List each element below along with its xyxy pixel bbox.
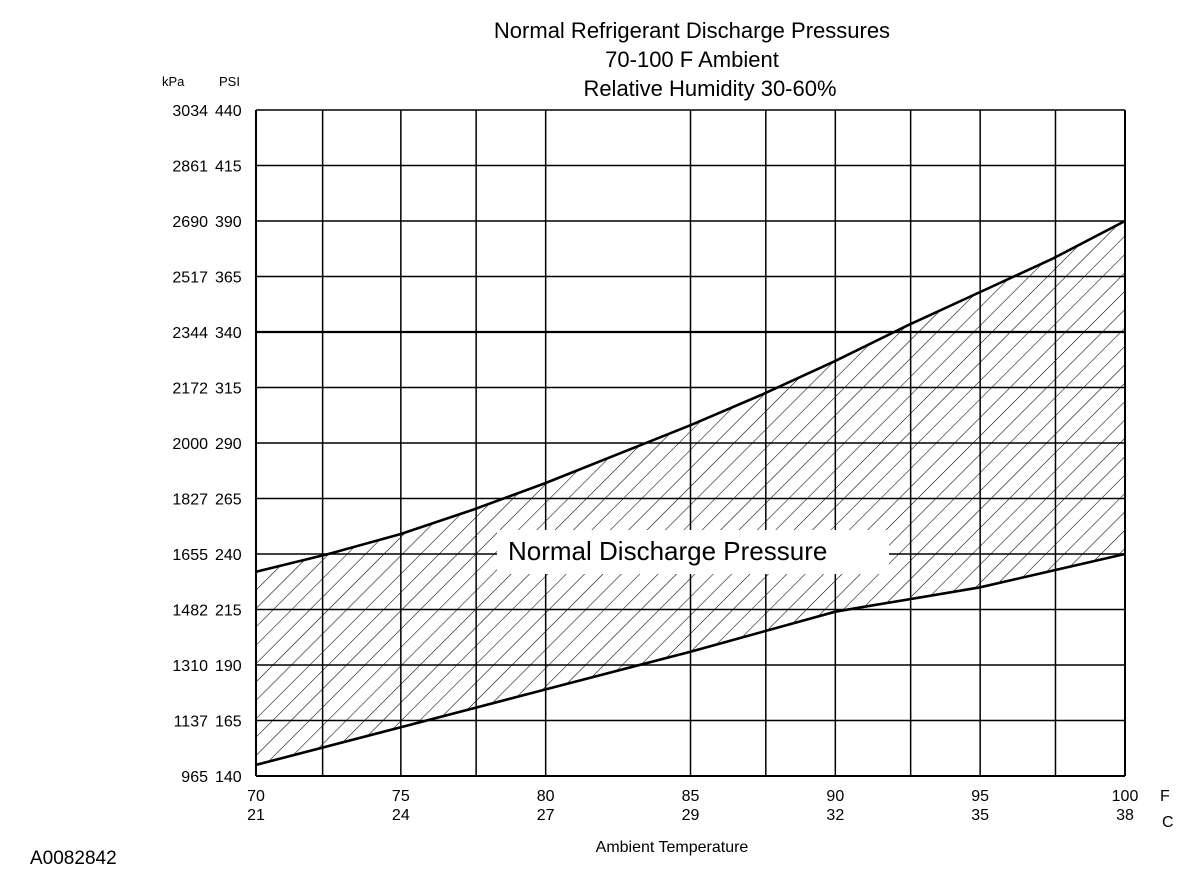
x-tick-f-90: 90 [826, 788, 844, 805]
y-tick-psi-265: 265 [215, 492, 242, 509]
chart-title-line-3: Relative Humidity 30-60% [583, 76, 836, 101]
x-axis-label: Ambient Temperature [596, 839, 749, 856]
y-tick-psi-140: 140 [215, 769, 242, 786]
y-tick-kpa-1310: 1310 [172, 658, 208, 675]
y-tick-psi-340: 340 [215, 325, 242, 342]
y-tick-psi-240: 240 [215, 547, 242, 564]
y-tick-psi-315: 315 [215, 381, 242, 398]
band-label-layer: Normal Discharge Pressure [497, 530, 889, 574]
x-tick-labels: 70 21 75 24 80 27 85 29 90 32 95 35 100 38 [247, 788, 1138, 824]
x-unit-c: C [1162, 814, 1174, 831]
chart-title-line-1: Normal Refrigerant Discharge Pressures [494, 18, 890, 43]
x-tick-f-100: 100 [1112, 788, 1139, 805]
x-tick-c-32: 32 [826, 807, 844, 824]
y-tick-kpa-1655: 1655 [172, 547, 208, 564]
y-tick-kpa-2861: 2861 [172, 159, 208, 176]
y-tick-psi-165: 165 [215, 714, 242, 731]
x-tick-f-85: 85 [682, 788, 700, 805]
y-tick-kpa-2517: 2517 [172, 270, 208, 287]
band-label: Normal Discharge Pressure [508, 536, 827, 566]
x-tick-c-24: 24 [392, 807, 410, 824]
grid-layer [255, 109, 1126, 777]
x-tick-c-21: 21 [247, 807, 265, 824]
figure-id: A0082842 [30, 848, 117, 869]
y-tick-psi-290: 290 [215, 436, 242, 453]
y-tick-psi-440: 440 [215, 103, 242, 120]
band-label-background [497, 530, 889, 574]
y-unit-kpa: kPa [162, 74, 185, 89]
x-tick-f-95: 95 [971, 788, 989, 805]
y-tick-kpa-1827: 1827 [172, 492, 208, 509]
x-tick-c-29: 29 [682, 807, 700, 824]
y-unit-psi: PSI [219, 74, 240, 89]
limit-lines-layer [255, 219, 1126, 767]
lower-limit-line [255, 552, 1126, 767]
y-tick-kpa-2000: 2000 [172, 436, 208, 453]
y-tick-psi-390: 390 [215, 214, 242, 231]
y-tick-psi-415: 415 [215, 159, 242, 176]
y-tick-kpa-1137: 1137 [174, 714, 209, 731]
y-tick-kpa-2690: 2690 [172, 214, 208, 231]
y-tick-kpa-3034: 3034 [172, 103, 208, 120]
upper-limit-line [255, 219, 1126, 574]
x-tick-f-80: 80 [537, 788, 555, 805]
chart-title-line-2: 70-100 F Ambient [605, 47, 779, 72]
y-tick-kpa-965: 965 [181, 769, 208, 786]
y-tick-kpa-2344: 2344 [172, 325, 208, 342]
x-tick-c-27: 27 [537, 807, 555, 824]
y-tick-psi-365: 365 [215, 270, 242, 287]
y-tick-kpa-1482: 1482 [172, 603, 208, 620]
y-tick-labels: 3034 440 2861 415 2690 390 2517 365 2344 340 2172 3… [172, 103, 241, 786]
x-tick-f-75: 75 [392, 788, 410, 805]
y-tick-kpa-2172: 2172 [172, 381, 208, 398]
x-tick-f-70: 70 [247, 788, 265, 805]
y-tick-psi-190: 190 [215, 658, 242, 675]
y-tick-psi-215: 215 [215, 603, 242, 620]
x-tick-c-35: 35 [971, 807, 989, 824]
x-unit-f: F [1160, 788, 1170, 805]
x-tick-c-38: 38 [1116, 807, 1134, 824]
